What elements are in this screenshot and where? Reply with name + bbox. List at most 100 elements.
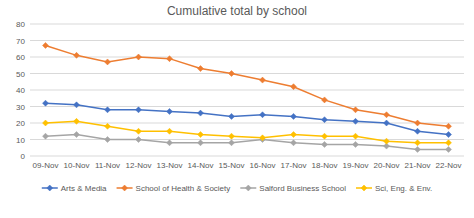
legend-marker <box>47 185 53 191</box>
point <box>229 140 235 146</box>
point <box>167 140 173 146</box>
legend-label: Arts & Media <box>61 184 107 193</box>
point <box>353 133 359 139</box>
point <box>198 110 204 116</box>
point <box>415 128 421 134</box>
x-tick-label: 13-Nov <box>157 161 183 170</box>
point <box>415 120 421 126</box>
series-line <box>46 45 449 126</box>
point <box>229 113 235 119</box>
grid-line <box>30 139 464 140</box>
point <box>260 77 266 83</box>
point <box>105 123 111 129</box>
x-tick-label: 22-Nov <box>436 161 462 170</box>
point <box>353 141 359 147</box>
x-tick-label: 10-Nov <box>64 161 90 170</box>
legend-marker <box>122 185 128 191</box>
legend-item: Arts & Media <box>42 184 107 193</box>
y-tick-label: 80 <box>16 20 25 29</box>
point <box>353 107 359 113</box>
grid-line <box>30 57 464 58</box>
grid <box>30 24 464 156</box>
point <box>260 135 266 141</box>
point <box>136 128 142 134</box>
point <box>105 59 111 65</box>
point <box>446 123 452 129</box>
point <box>198 140 204 146</box>
x-tick-label: 16-Nov <box>250 161 276 170</box>
grid-line <box>30 73 464 74</box>
point <box>291 140 297 146</box>
point <box>136 137 142 143</box>
point <box>353 118 359 124</box>
x-tick-label: 09-Nov <box>33 161 59 170</box>
x-tick-label: 20-Nov <box>374 161 400 170</box>
point <box>384 112 390 118</box>
legend-marker <box>361 185 367 191</box>
x-tick-label: 14-Nov <box>188 161 214 170</box>
point <box>384 138 390 144</box>
legend-item: School of Health & Society <box>117 184 231 193</box>
point <box>322 97 328 103</box>
y-tick-label: 0 <box>21 152 26 161</box>
legend-label: Salford Business School <box>259 184 346 193</box>
grid-line <box>30 24 464 25</box>
point <box>43 133 49 139</box>
point <box>198 132 204 138</box>
x-tick-label: 19-Nov <box>343 161 369 170</box>
legend-item: Sci, Eng. & Env. <box>356 184 432 193</box>
grid-line <box>30 123 464 124</box>
x-tick-label: 21-Nov <box>405 161 431 170</box>
series-line <box>46 103 449 134</box>
legend-item: Salford Business School <box>240 184 346 193</box>
point <box>74 102 80 108</box>
point <box>43 42 49 48</box>
point <box>198 66 204 72</box>
x-tick-label: 12-Nov <box>126 161 152 170</box>
legend-label: Sci, Eng. & Env. <box>375 184 432 193</box>
point <box>136 54 142 60</box>
point <box>167 56 173 62</box>
y-tick-label: 20 <box>16 119 25 128</box>
point <box>136 107 142 113</box>
y-tick-label: 60 <box>16 53 25 62</box>
point <box>74 118 80 124</box>
point <box>415 146 421 152</box>
point <box>322 117 328 123</box>
legend-marker <box>245 185 251 191</box>
point <box>167 108 173 114</box>
grid-line <box>30 40 464 41</box>
y-tick-label: 50 <box>16 70 25 79</box>
point <box>291 113 297 119</box>
grid-line <box>30 156 464 157</box>
grid-line <box>30 106 464 107</box>
point <box>105 137 111 143</box>
y-tick-label: 30 <box>16 103 25 112</box>
legend-label: School of Health & Society <box>136 184 231 193</box>
legend: Arts & Media School of Health & Society Sa… <box>42 184 432 193</box>
point <box>446 132 452 138</box>
point <box>43 120 49 126</box>
point <box>74 52 80 58</box>
x-tick-label: 17-Nov <box>281 161 307 170</box>
point <box>229 71 235 77</box>
point <box>291 132 297 138</box>
point <box>291 84 297 90</box>
point <box>446 146 452 152</box>
point <box>322 133 328 139</box>
point <box>322 141 328 147</box>
chart: Cumulative total by school01020304050607… <box>0 0 474 218</box>
title: Cumulative total by school <box>167 4 307 18</box>
point <box>105 107 111 113</box>
point <box>74 132 80 138</box>
point <box>384 120 390 126</box>
point <box>260 112 266 118</box>
x-tick-label: 18-Nov <box>312 161 338 170</box>
point <box>43 100 49 106</box>
y-tick-label: 70 <box>16 37 25 46</box>
x-tick-label: 11-Nov <box>95 161 120 170</box>
point <box>229 133 235 139</box>
y-tick-label: 40 <box>16 86 25 95</box>
point <box>167 128 173 134</box>
grid-line <box>30 90 464 91</box>
